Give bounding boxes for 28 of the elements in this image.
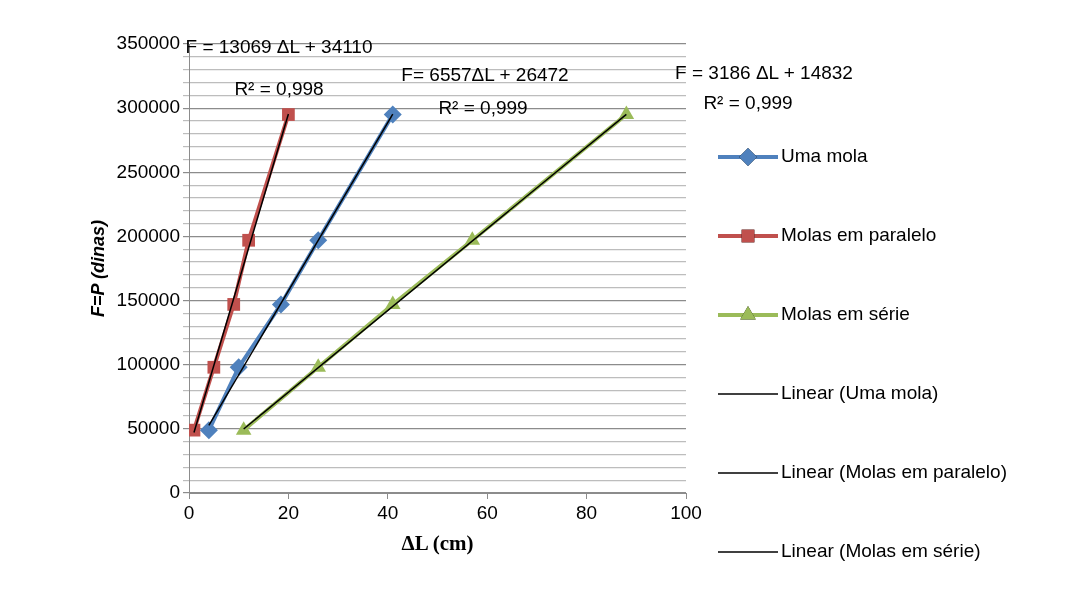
- legend-label: Linear (Uma mola): [781, 382, 939, 404]
- annotation: R² = 0,999: [438, 97, 528, 119]
- y-tick-label: 250000: [116, 160, 180, 182]
- legend-label: Molas em paralelo: [781, 224, 937, 246]
- legend-label: Molas em série: [781, 303, 910, 325]
- legend-label: Linear (Molas em paralelo): [781, 461, 1007, 483]
- x-axis-title: ΔL (cm): [401, 530, 474, 555]
- annotation: F = 13069 ΔL + 34110: [185, 36, 373, 58]
- legend-label: Linear (Molas em série): [781, 540, 981, 562]
- annotation: F= 6557ΔL + 26472: [401, 64, 569, 86]
- text: R² = 0,999: [703, 92, 793, 114]
- y-tick-label: 0: [169, 481, 180, 503]
- y-tick-label: 50000: [127, 417, 180, 439]
- y-tick-label: 100000: [116, 352, 180, 374]
- y-tick-label: 300000: [116, 96, 180, 118]
- y-tick-label: 350000: [116, 32, 180, 54]
- x-tick-label: 40: [377, 501, 399, 523]
- annotation: F = 3186 ΔL + 14832: [675, 62, 853, 84]
- annotation: R² = 0,998: [234, 78, 324, 100]
- y-tick-label: 150000: [116, 288, 180, 310]
- y-tick-label: 200000: [116, 224, 180, 246]
- x-tick-label: 0: [183, 501, 195, 523]
- x-tick-label: 100: [670, 501, 702, 523]
- x-tick-label: 60: [476, 501, 498, 523]
- x-tick-label: 80: [576, 501, 598, 523]
- x-tick-label: 20: [277, 501, 299, 523]
- legend-label: Uma mola: [781, 145, 869, 167]
- y-axis-title: F=P (dinas): [87, 220, 108, 317]
